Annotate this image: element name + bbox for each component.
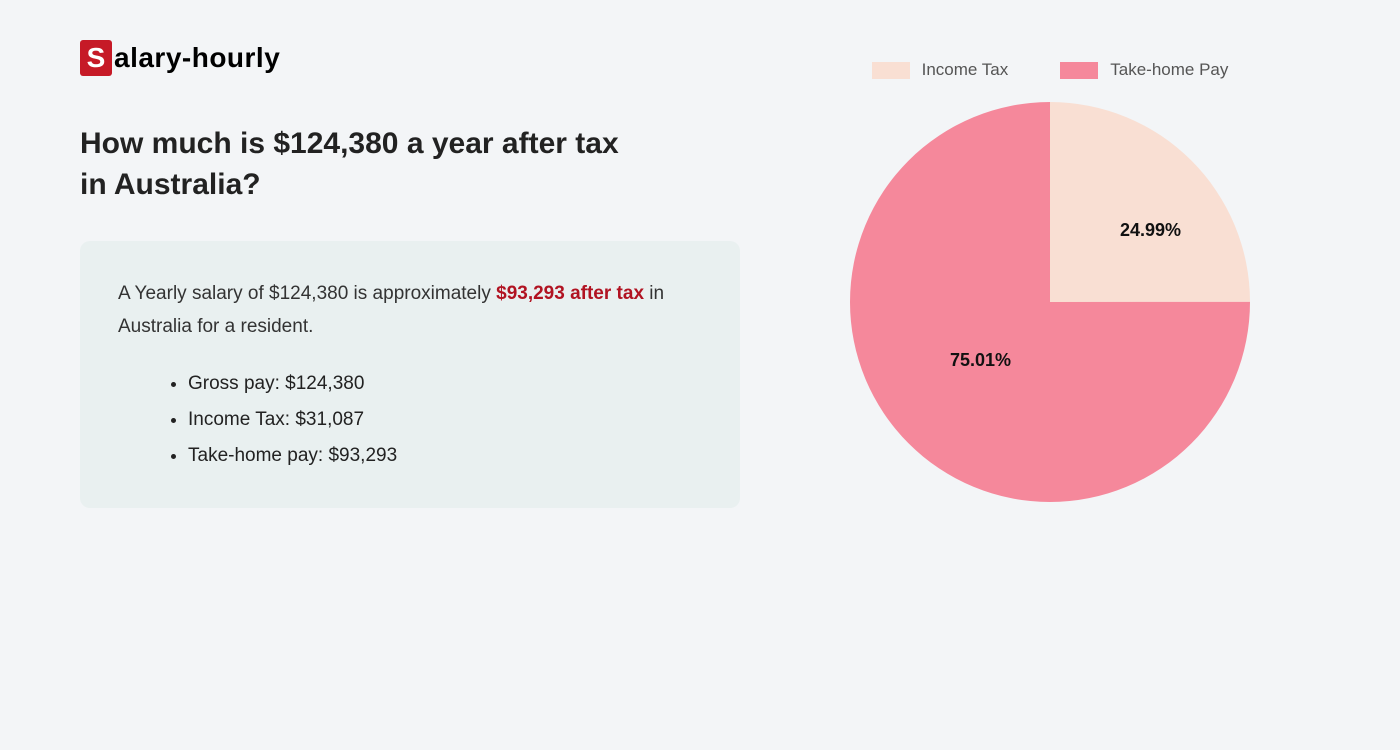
- site-logo: S alary-hourly: [80, 40, 740, 76]
- legend-label: Take-home Pay: [1110, 60, 1228, 80]
- chart-legend: Income Tax Take-home Pay: [872, 60, 1229, 80]
- summary-card: A Yearly salary of $124,380 is approxima…: [80, 241, 740, 508]
- list-item: Gross pay: $124,380: [188, 366, 702, 402]
- summary-highlight: $93,293 after tax: [496, 283, 644, 304]
- page-title: How much is $124,380 a year after tax in…: [80, 124, 640, 205]
- slice-label-take-home: 75.01%: [950, 350, 1011, 371]
- legend-swatch-icon: [872, 62, 910, 79]
- pie-chart: 24.99% 75.01%: [850, 102, 1250, 502]
- list-item: Income Tax: $31,087: [188, 402, 702, 438]
- legend-item-take-home: Take-home Pay: [1060, 60, 1228, 80]
- chart-column: Income Tax Take-home Pay 24.99% 75.01%: [780, 40, 1320, 710]
- page-root: S alary-hourly How much is $124,380 a ye…: [0, 0, 1400, 750]
- slice-label-income-tax: 24.99%: [1120, 220, 1181, 241]
- summary-pre: A Yearly salary of $124,380 is approxima…: [118, 283, 496, 304]
- left-column: S alary-hourly How much is $124,380 a ye…: [80, 40, 780, 710]
- logo-text: alary-hourly: [114, 42, 280, 74]
- legend-label: Income Tax: [922, 60, 1009, 80]
- pie-svg: [850, 102, 1250, 502]
- summary-sentence: A Yearly salary of $124,380 is approxima…: [118, 277, 702, 344]
- logo-badge-icon: S: [80, 40, 112, 76]
- list-item: Take-home pay: $93,293: [188, 438, 702, 474]
- legend-swatch-icon: [1060, 62, 1098, 79]
- legend-item-income-tax: Income Tax: [872, 60, 1009, 80]
- breakdown-list: Gross pay: $124,380 Income Tax: $31,087 …: [118, 366, 702, 474]
- pie-slice-income_tax: [1050, 102, 1250, 302]
